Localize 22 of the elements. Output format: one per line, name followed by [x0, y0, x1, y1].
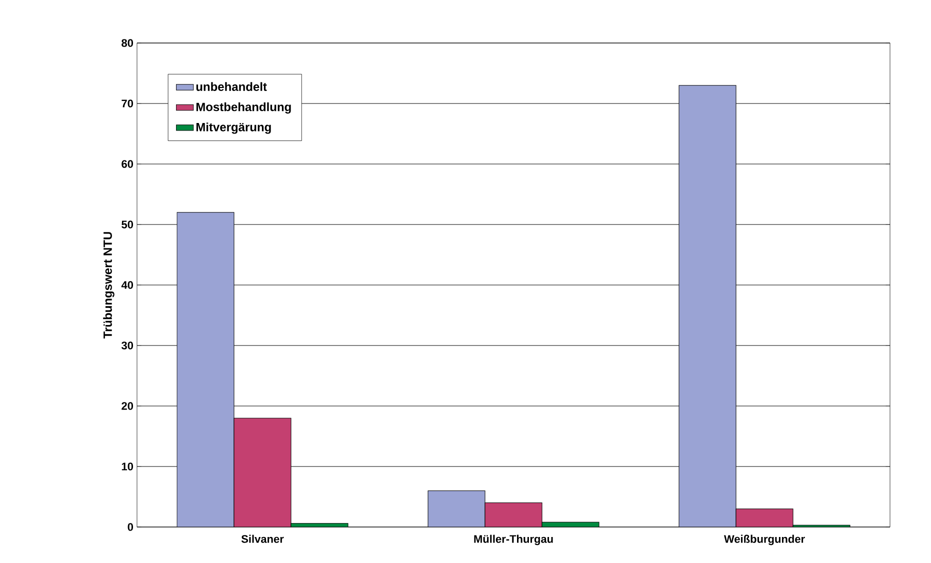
x-tick-label: Weißburgunder [724, 534, 805, 546]
y-axis-title: Trübungswert NTU [103, 232, 114, 339]
bar [234, 418, 292, 527]
y-tick-label: 10 [122, 462, 134, 470]
bar [736, 508, 794, 527]
bar [428, 490, 486, 527]
x-tick-label: Silvaner [241, 534, 284, 543]
y-tick-label: 40 [121, 281, 134, 289]
bar [678, 85, 736, 527]
y-tick-label: 60 [122, 160, 134, 168]
legend-label: Mostbehandlung [196, 102, 291, 114]
y-tick-label: 70 [122, 100, 134, 108]
y-tick-label: 30 [121, 342, 134, 350]
y-tick-label: 50 [122, 220, 134, 228]
bar [484, 502, 542, 527]
legend-label: unbehandelt [196, 82, 267, 91]
bar [176, 212, 234, 527]
x-tick-label: Müller-Thurgau [474, 534, 553, 546]
legend-label: Mitvergärung [196, 122, 271, 134]
y-tick-label: 20 [122, 402, 134, 410]
y-tick-label: 80 [122, 39, 134, 47]
y-tick-label: 0 [128, 523, 134, 531]
